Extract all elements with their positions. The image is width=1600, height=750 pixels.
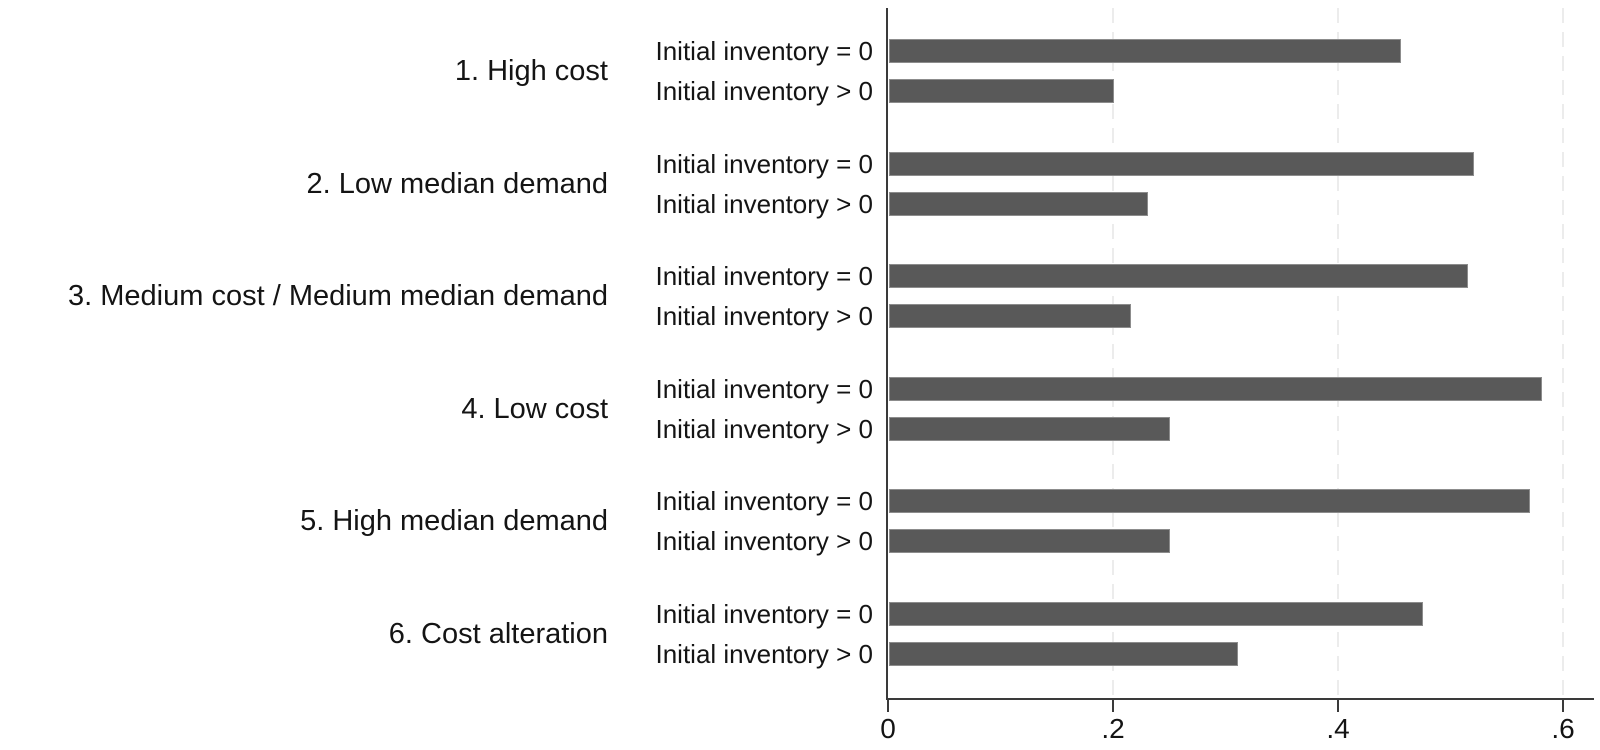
bar [889, 304, 1131, 328]
bar [889, 191, 1148, 216]
bar-label: Initial inventory = 0 [655, 148, 873, 179]
x-tick-label: .2 [1101, 713, 1125, 744]
x-tick-mark [887, 700, 889, 712]
gridline [1337, 8, 1339, 698]
group-label: 1. High cost [454, 55, 608, 87]
bar [889, 489, 1531, 513]
bar-label: Initial inventory = 0 [655, 36, 873, 66]
x-axis-line [886, 698, 1594, 700]
bar [889, 529, 1171, 553]
bar [889, 416, 1171, 441]
bar [889, 601, 1424, 626]
bar-label: Initial inventory > 0 [655, 188, 873, 219]
bar-label: Initial inventory > 0 [655, 301, 873, 331]
bar-label: Initial inventory = 0 [655, 598, 873, 629]
group-label: 6. Cost alteration [388, 617, 608, 650]
x-tick-label: .4 [1326, 713, 1350, 744]
group-label: 3. Medium cost / Medium median demand [68, 280, 608, 312]
bar-label: Initial inventory > 0 [655, 413, 873, 444]
y-axis-line [886, 8, 888, 700]
group-label: 4. Low cost [461, 392, 608, 425]
x-tick-mark [1562, 700, 1564, 712]
bar-label: Initial inventory = 0 [655, 486, 873, 516]
bar [889, 39, 1401, 63]
group-label: 5. High median demand [300, 505, 608, 537]
x-tick-label: 0 [880, 713, 896, 744]
bar-label: Initial inventory > 0 [655, 76, 873, 106]
gridline [1112, 8, 1114, 698]
x-tick-mark [1337, 700, 1339, 712]
x-tick-label: .6 [1551, 713, 1575, 744]
bar [889, 151, 1474, 176]
bar-label: Initial inventory > 0 [655, 638, 873, 669]
gridline [1562, 8, 1564, 698]
bar [889, 376, 1542, 401]
bar [889, 264, 1469, 288]
bar [889, 79, 1114, 103]
bar [889, 641, 1238, 666]
group-label: 2. Low median demand [306, 167, 608, 200]
bar-label: Initial inventory > 0 [655, 526, 873, 556]
bar-label: Initial inventory = 0 [655, 261, 873, 291]
bar-label: Initial inventory = 0 [655, 373, 873, 404]
x-tick-mark [1112, 700, 1114, 712]
